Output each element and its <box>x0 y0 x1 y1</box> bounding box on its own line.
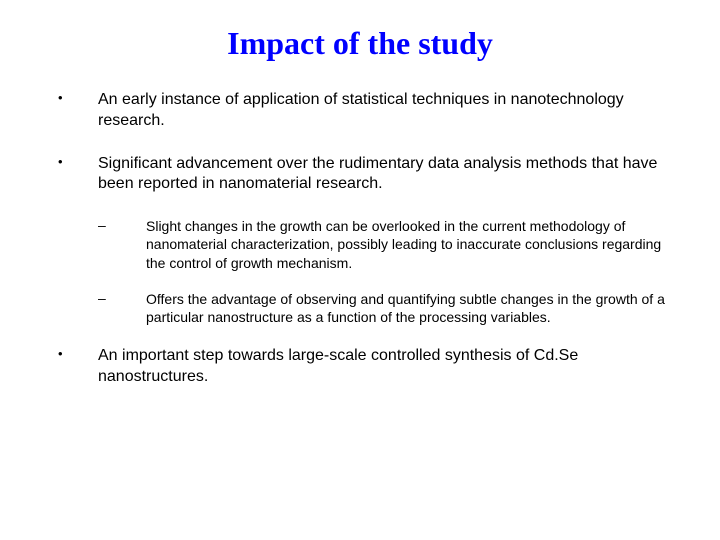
bullet-marker-icon: • <box>50 154 98 196</box>
bullet-marker-icon: • <box>50 90 98 132</box>
bullet-text: An early instance of application of stat… <box>98 90 670 132</box>
sub-bullet-text: Slight changes in the growth can be over… <box>146 217 670 272</box>
sub-bullet-list: – Slight changes in the growth can be ov… <box>50 217 670 326</box>
main-bullet-list: • An early instance of application of st… <box>50 90 670 195</box>
bullet-text: An important step towards large-scale co… <box>98 346 670 388</box>
bullet-text: Significant advancement over the rudimen… <box>98 154 670 196</box>
dash-marker-icon: – <box>98 290 146 326</box>
bullet-item: • Significant advancement over the rudim… <box>50 154 670 196</box>
sub-bullet-text: Offers the advantage of observing and qu… <box>146 290 670 326</box>
bullet-item: • An early instance of application of st… <box>50 90 670 132</box>
bullet-item: • An important step towards large-scale … <box>50 346 670 388</box>
bullet-marker-icon: • <box>50 346 98 388</box>
sub-bullet-item: – Offers the advantage of observing and … <box>50 290 670 326</box>
slide-title: Impact of the study <box>50 25 670 62</box>
dash-marker-icon: – <box>98 217 146 272</box>
main-bullet-list: • An important step towards large-scale … <box>50 346 670 388</box>
sub-bullet-item: – Slight changes in the growth can be ov… <box>50 217 670 272</box>
